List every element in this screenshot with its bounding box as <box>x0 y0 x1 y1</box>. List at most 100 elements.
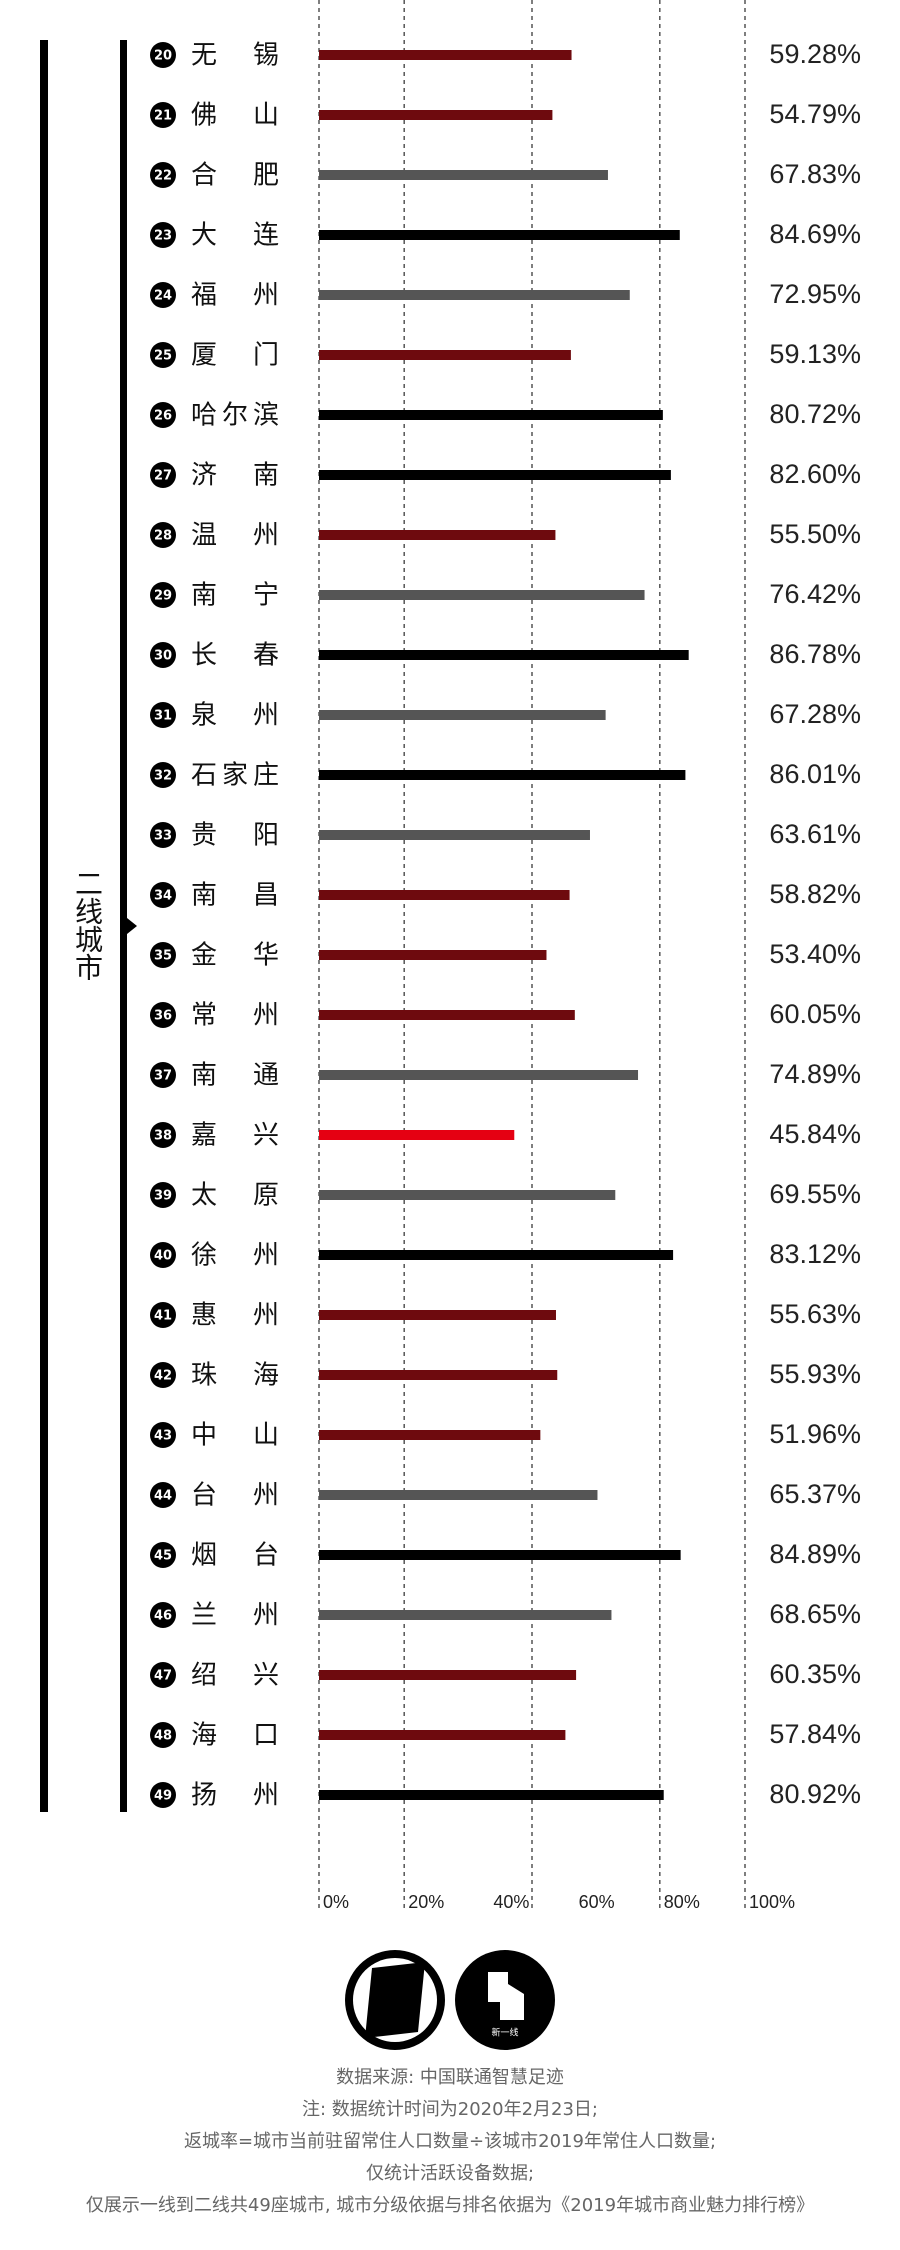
category-label: 济南 <box>191 461 279 491</box>
category-label: 太原 <box>191 1181 279 1211</box>
category-label: 长春 <box>191 641 279 671</box>
rank-badge <box>150 162 176 188</box>
value-label: 65.37% <box>769 1479 861 1509</box>
category-label: 佛山 <box>191 101 279 131</box>
category-label: 贵阳 <box>191 821 279 851</box>
rank: 20 <box>154 49 172 64</box>
rank: 27 <box>154 469 172 484</box>
rank-badge <box>150 942 176 968</box>
rank-badge <box>150 1302 176 1328</box>
bar <box>319 110 553 120</box>
category-label: 嘉兴 <box>191 1121 279 1151</box>
value-label: 69.55% <box>769 1179 861 1209</box>
rank-badge <box>150 1662 176 1688</box>
bar <box>319 350 571 360</box>
value-label: 68.65% <box>769 1599 861 1629</box>
value-label: 59.28% <box>769 39 861 69</box>
rank: 31 <box>154 709 172 724</box>
rank-badge <box>150 1722 176 1748</box>
rank-badge <box>150 402 176 428</box>
rank-badge <box>150 882 176 908</box>
value-label: 58.82% <box>769 879 861 909</box>
category-label: 南宁 <box>191 581 279 611</box>
category-label: 温州 <box>191 521 279 551</box>
rank: 48 <box>154 1729 172 1744</box>
value-label: 84.89% <box>769 1539 861 1569</box>
category-label: 台州 <box>191 1481 279 1511</box>
x-tick-label: 0% <box>323 1892 349 1912</box>
bar <box>319 410 663 420</box>
value-label: 84.69% <box>769 219 861 249</box>
rank-badge <box>150 1002 176 1028</box>
rank-badge <box>150 822 176 848</box>
group-arrow <box>127 918 137 934</box>
value-label: 63.61% <box>769 819 861 849</box>
rank: 46 <box>154 1609 172 1624</box>
rank: 37 <box>154 1069 172 1084</box>
group-bracket <box>40 40 48 1812</box>
category-label: 中山 <box>191 1421 279 1451</box>
value-label: 72.95% <box>769 279 861 309</box>
value-label: 51.96% <box>769 1419 861 1449</box>
bar <box>319 1550 681 1560</box>
group-label: 二线城市 <box>71 869 104 981</box>
group-bracket-inner <box>120 40 127 1812</box>
footer-line: 仅展示一线到二线共49座城市, 城市分级依据与排名依据为《2019年城市商业魅力… <box>86 2195 814 2216</box>
rank-badge <box>150 282 176 308</box>
rank: 41 <box>154 1309 172 1324</box>
bar <box>319 50 572 60</box>
rank: 39 <box>154 1189 172 1204</box>
rank-badge <box>150 522 176 548</box>
bar <box>319 1790 664 1800</box>
bar <box>319 590 645 600</box>
category-label: 南昌 <box>191 881 279 911</box>
category-label: 厦门 <box>191 341 279 371</box>
rank: 43 <box>154 1429 172 1444</box>
bar <box>319 1730 566 1740</box>
rank: 30 <box>154 649 172 664</box>
bar <box>319 1130 515 1140</box>
x-tick-label: 100% <box>749 1892 795 1912</box>
rank-badge <box>150 1602 176 1628</box>
footer-line: 数据来源: 中国联通智慧足迹 <box>336 2067 564 2088</box>
rank-badge <box>150 702 176 728</box>
rank-badge <box>150 1182 176 1208</box>
bar <box>319 1370 558 1380</box>
category-label: 石家庄 <box>191 761 279 791</box>
category-label: 兰州 <box>191 1601 279 1631</box>
bar <box>319 770 686 780</box>
rank-badge <box>150 642 176 668</box>
category-label: 福州 <box>191 281 279 311</box>
rank: 35 <box>154 949 172 964</box>
rank-badge <box>150 102 176 128</box>
rank-badge <box>150 1782 176 1808</box>
rank: 42 <box>154 1369 172 1384</box>
rank: 34 <box>154 889 172 904</box>
value-label: 83.12% <box>769 1239 861 1269</box>
logo-text: 新一线 <box>491 2027 518 2039</box>
rank: 32 <box>154 769 172 784</box>
rank: 38 <box>154 1129 172 1144</box>
rank: 49 <box>154 1789 172 1804</box>
bar <box>319 1670 577 1680</box>
category-label: 海口 <box>191 1721 279 1751</box>
bar <box>319 890 570 900</box>
rank: 23 <box>154 229 172 244</box>
logo-right-shape <box>488 1972 524 2020</box>
bar <box>319 470 671 480</box>
rank-badge <box>150 1062 176 1088</box>
footer-line: 仅统计活跃设备数据; <box>366 2163 534 2184</box>
value-label: 55.63% <box>769 1299 861 1329</box>
value-label: 67.83% <box>769 159 861 189</box>
bar <box>319 1490 598 1500</box>
value-label: 74.89% <box>769 1059 861 1089</box>
x-tick-label: 60% <box>579 1892 615 1912</box>
rank-badge <box>150 762 176 788</box>
bar <box>319 1310 556 1320</box>
rank-badge <box>150 1362 176 1388</box>
rank: 45 <box>154 1549 172 1564</box>
bar <box>319 170 608 180</box>
value-label: 76.42% <box>769 579 861 609</box>
rank-badge <box>150 342 176 368</box>
